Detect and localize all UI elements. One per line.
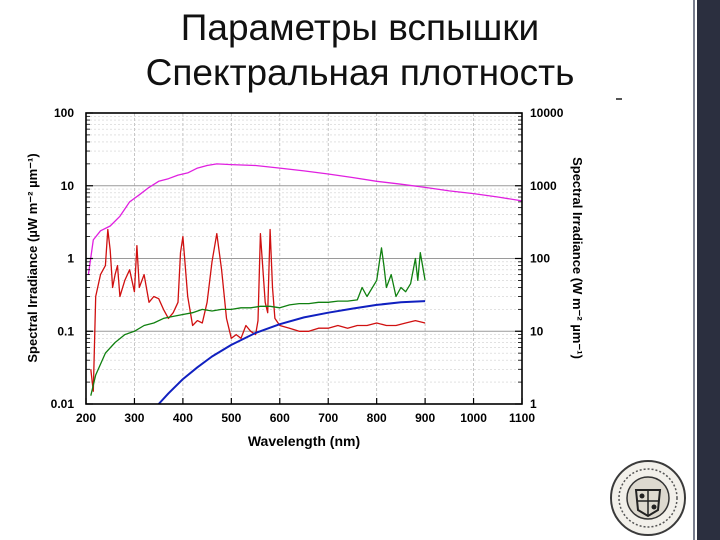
series-line-4	[157, 300, 426, 405]
y-right-tick-label: 1000	[530, 179, 557, 193]
grid-layer	[86, 113, 522, 404]
left-y-axis-label: Spectral Irradiance (µW m⁻² µm⁻¹)	[25, 153, 40, 362]
x-tick-label: 600	[270, 411, 290, 425]
x-tick-label: 200	[76, 411, 96, 425]
x-tick-label: 300	[124, 411, 144, 425]
slide-title-line-1: Параметры вспышки	[180, 7, 540, 48]
x-axis-label: Wavelength (nm)	[248, 433, 360, 449]
right-y-axis-label: Spectral Irradiance (W m⁻² µm⁻¹)	[570, 157, 585, 359]
x-tick-label: 800	[367, 411, 387, 425]
y-left-tick-label: 0.01	[51, 397, 75, 411]
slide-right-bar	[697, 0, 720, 540]
tick-layer: 200 300 400 500 600 700 800 900 1000 11000.010.11…	[51, 106, 564, 425]
y-left-tick-label: 100	[54, 106, 74, 120]
x-tick-label: 400	[173, 411, 193, 425]
series-layer	[87, 163, 523, 405]
y-right-tick-label: 10	[530, 324, 544, 338]
y-right-tick-label: 10000	[530, 106, 564, 120]
slide-title-line-2: Спектральная плотность	[145, 52, 575, 93]
x-tick-label: 500	[221, 411, 241, 425]
y-left-tick-label: 1	[67, 252, 74, 266]
slide-edge-stripe	[693, 0, 695, 540]
x-tick-label: 700	[318, 411, 338, 425]
series-line-3	[90, 247, 426, 396]
x-tick-label: 900	[415, 411, 435, 425]
x-tick-label: 1100	[509, 411, 535, 425]
y-left-tick-label: 10	[61, 179, 75, 193]
institution-seal-icon	[610, 460, 686, 536]
y-right-tick-label: 1	[530, 397, 537, 411]
x-tick-label: 1000	[460, 411, 487, 425]
y-left-tick-label: 0.1	[57, 324, 74, 338]
slide-dash-mark	[616, 98, 622, 100]
series-line-1	[87, 163, 523, 275]
y-right-tick-label: 100	[530, 252, 550, 266]
series-line-2	[90, 228, 426, 392]
